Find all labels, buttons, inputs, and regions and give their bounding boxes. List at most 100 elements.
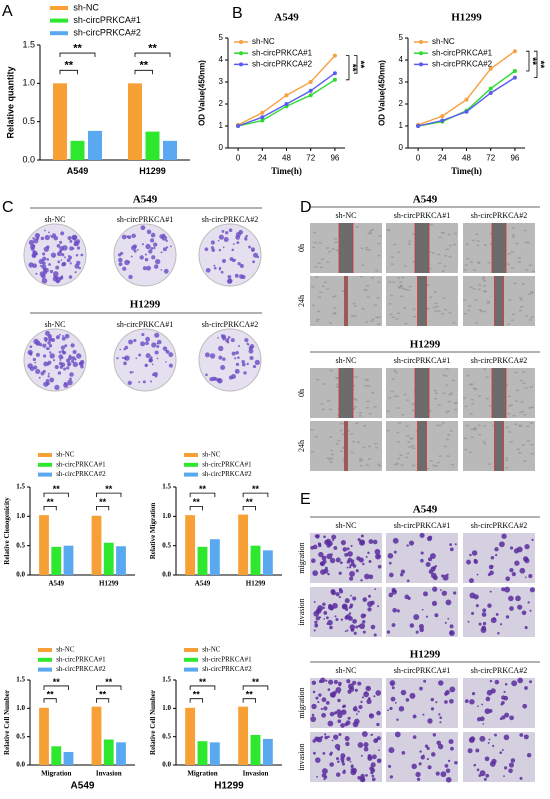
cell bbox=[349, 605, 353, 609]
cell bbox=[412, 735, 417, 739]
cell bbox=[342, 604, 348, 610]
colony bbox=[153, 264, 159, 269]
y-tick-label: 1.5 bbox=[162, 483, 171, 491]
texture bbox=[399, 284, 403, 287]
group-label: sh-circPRKCA#1 bbox=[117, 215, 173, 224]
cell bbox=[446, 690, 449, 693]
texture bbox=[472, 387, 476, 390]
texture bbox=[529, 386, 533, 388]
colony bbox=[35, 352, 40, 357]
texture bbox=[402, 287, 406, 290]
significance-bracket bbox=[242, 685, 269, 690]
texture bbox=[411, 409, 415, 412]
group-label: sh-circPRKCA#1 bbox=[394, 666, 450, 675]
point bbox=[260, 118, 265, 123]
cell bbox=[481, 612, 487, 617]
texture bbox=[452, 243, 456, 246]
cell bbox=[321, 768, 328, 775]
cell bbox=[435, 701, 438, 704]
colony bbox=[62, 245, 68, 251]
section-title: H1299 bbox=[130, 299, 161, 311]
texture bbox=[317, 296, 321, 298]
texture bbox=[468, 305, 472, 307]
texture bbox=[391, 316, 395, 318]
texture bbox=[453, 232, 457, 235]
texture bbox=[426, 307, 430, 310]
legend-marker bbox=[419, 40, 423, 44]
y-tick-label: 0.5 bbox=[162, 732, 171, 740]
texture bbox=[464, 264, 468, 266]
legend-label: sh-circPRKCA#2 bbox=[432, 60, 493, 69]
colony bbox=[142, 266, 147, 271]
legend-swatch bbox=[184, 657, 198, 662]
cell bbox=[335, 687, 342, 693]
dish bbox=[198, 328, 262, 392]
colony bbox=[49, 377, 55, 383]
texture bbox=[365, 379, 369, 381]
texture bbox=[332, 295, 336, 298]
cell bbox=[329, 557, 336, 564]
cell bbox=[450, 746, 454, 751]
texture bbox=[378, 465, 382, 467]
group-label: sh-circPRKCA#2 bbox=[471, 666, 527, 675]
texture bbox=[326, 457, 330, 459]
colony bbox=[235, 351, 239, 355]
cell bbox=[388, 561, 392, 565]
colony bbox=[42, 369, 46, 374]
point bbox=[416, 124, 421, 128]
texture bbox=[388, 397, 392, 399]
cell bbox=[500, 702, 504, 706]
colony bbox=[42, 252, 46, 256]
texture bbox=[390, 390, 394, 393]
colony bbox=[227, 275, 232, 279]
texture bbox=[397, 277, 401, 279]
cell bbox=[467, 620, 470, 623]
y-axis-label: OD Value(450nm) bbox=[378, 60, 387, 126]
colony bbox=[237, 356, 240, 359]
texture bbox=[367, 445, 371, 448]
cell bbox=[401, 750, 406, 755]
texture bbox=[471, 239, 475, 242]
texture bbox=[475, 233, 479, 236]
significance: ** bbox=[99, 690, 107, 700]
colony bbox=[53, 271, 59, 277]
cell bbox=[388, 572, 394, 578]
texture bbox=[473, 429, 477, 431]
cell bbox=[362, 630, 366, 634]
texture bbox=[518, 424, 522, 427]
cell bbox=[363, 691, 370, 698]
cell bbox=[346, 629, 349, 632]
legend-label: sh-circPRKCA#2 bbox=[252, 60, 313, 69]
x-tick-label: 96 bbox=[510, 154, 519, 163]
colony bbox=[35, 272, 38, 275]
texture bbox=[375, 316, 379, 319]
colony bbox=[36, 342, 39, 346]
cell bbox=[333, 711, 338, 715]
cell bbox=[352, 618, 357, 624]
texture bbox=[408, 240, 412, 243]
colony bbox=[226, 278, 232, 284]
colony bbox=[150, 380, 153, 383]
y-tick-label: 1.0 bbox=[22, 78, 35, 88]
cell bbox=[324, 733, 327, 736]
texture bbox=[471, 403, 475, 405]
cell bbox=[315, 609, 320, 614]
cell bbox=[360, 613, 366, 619]
bar bbox=[116, 742, 126, 765]
texture bbox=[523, 460, 527, 462]
cell bbox=[504, 586, 511, 593]
colony bbox=[235, 231, 241, 237]
colony bbox=[118, 262, 123, 267]
texture bbox=[356, 441, 360, 444]
texture bbox=[386, 229, 390, 231]
colony bbox=[54, 364, 59, 370]
texture bbox=[478, 309, 482, 311]
texture bbox=[368, 412, 372, 415]
texture bbox=[342, 458, 346, 460]
group-label: sh-circPRKCA#1 bbox=[394, 211, 450, 220]
colony bbox=[241, 274, 246, 280]
colony bbox=[42, 354, 47, 358]
colony bbox=[43, 336, 48, 341]
cell bbox=[325, 679, 328, 682]
cell bbox=[333, 546, 338, 550]
